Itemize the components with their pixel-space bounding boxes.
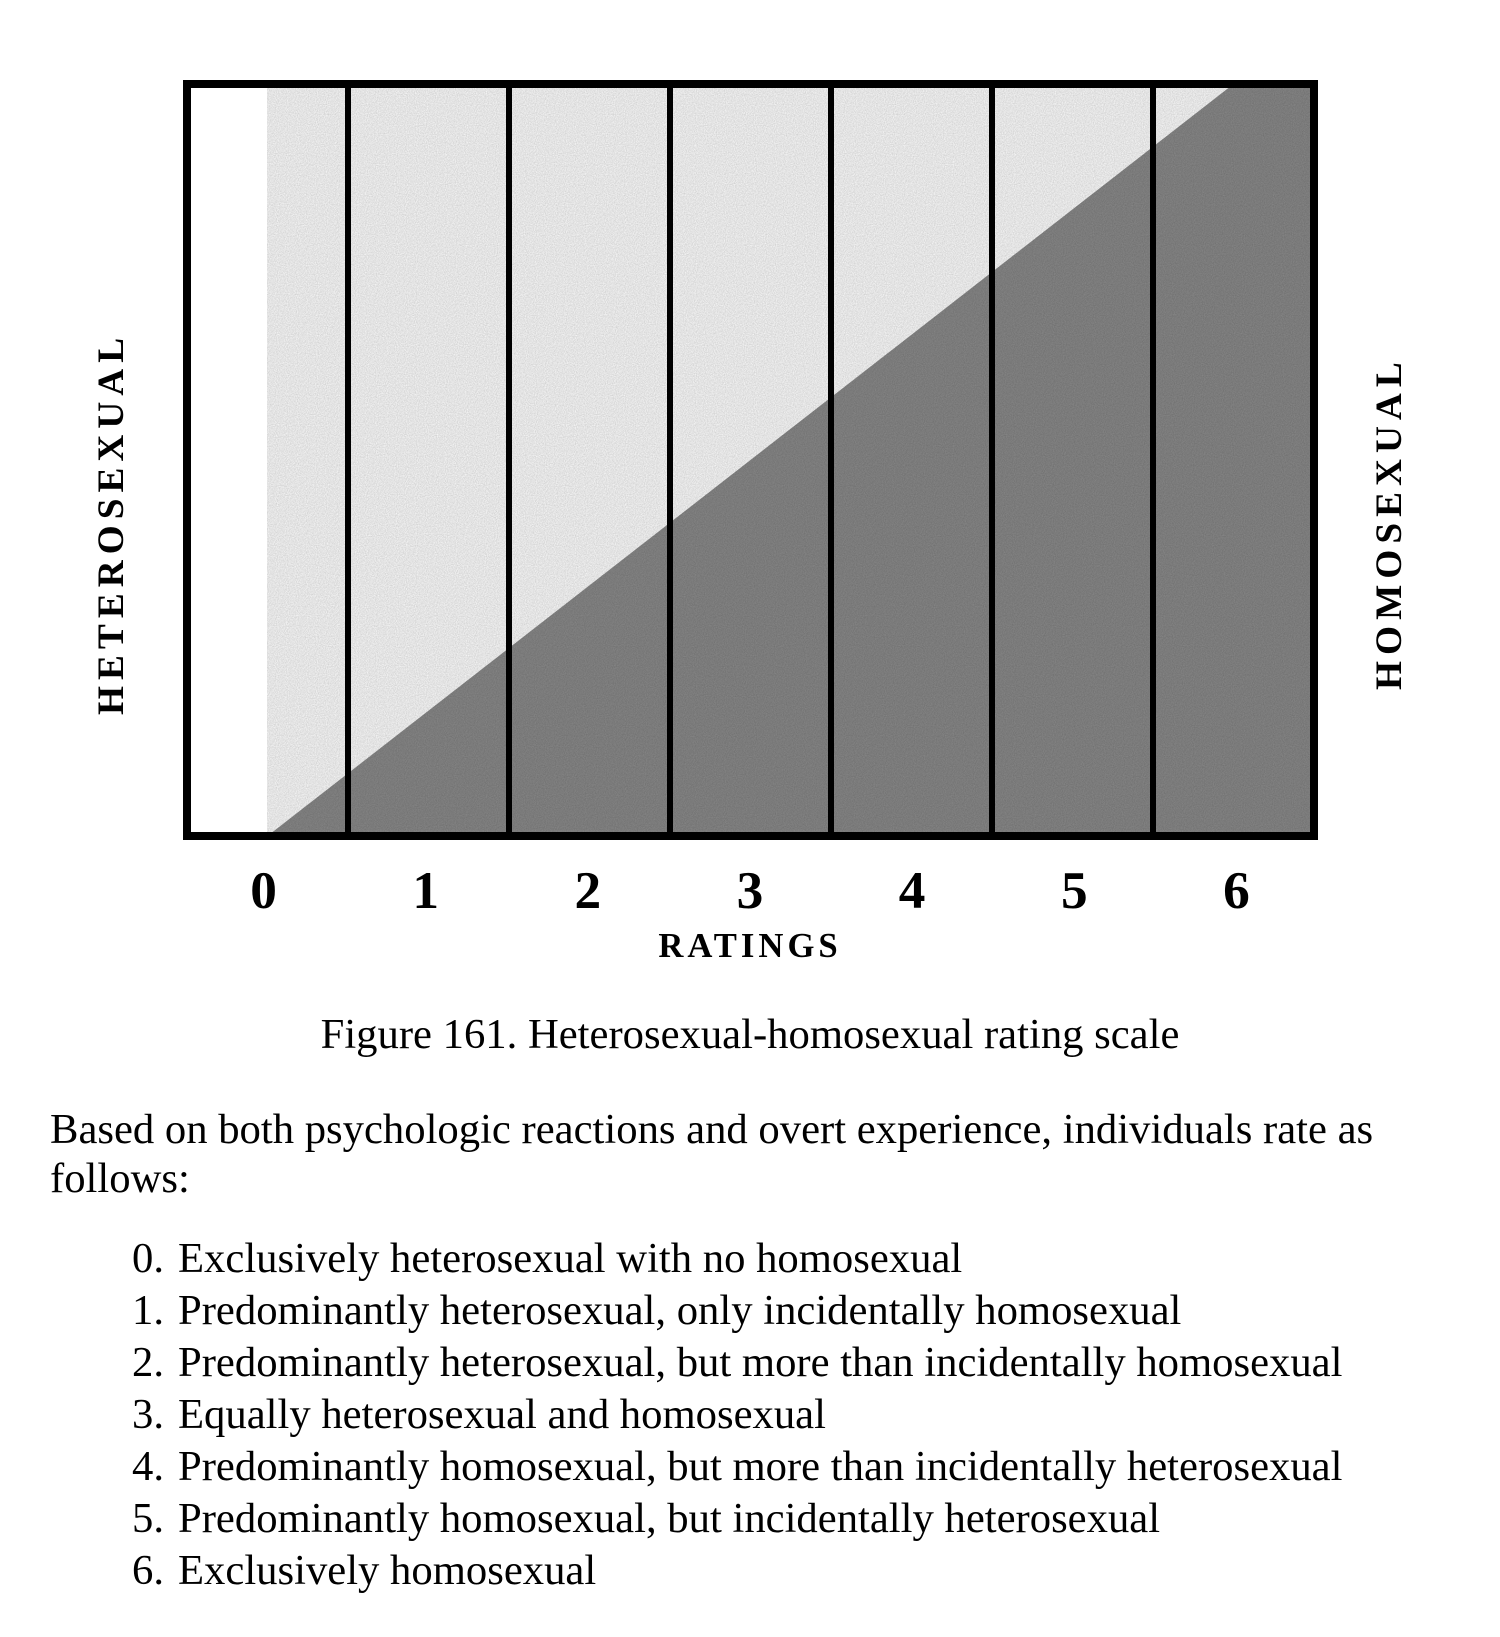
chart-area: HETEROSEXUAL 0123456 RATINGS HOMOSEXUAL — [50, 80, 1450, 966]
legend-item-text: Predominantly homosexual, but incidental… — [178, 1493, 1450, 1545]
x-tick: 2 — [507, 859, 669, 921]
legend-item-number: 5. — [120, 1493, 164, 1545]
x-tick: 6 — [1155, 859, 1317, 921]
legend-item: 0. Exclusively heterosexual with no homos… — [120, 1233, 1450, 1285]
x-tick: 5 — [993, 859, 1155, 921]
intro-text: Based on both psychologic reactions and … — [50, 1105, 1450, 1203]
legend-item-text: Exclusively homosexual — [178, 1545, 1450, 1597]
legend-item-text: Equally heterosexual and homosexual — [178, 1389, 1450, 1441]
legend-item-number: 3. — [120, 1389, 164, 1441]
legend-item-text: Exclusively heterosexual with no homosex… — [178, 1233, 1450, 1285]
legend-item-number: 6. — [120, 1545, 164, 1597]
legend-item-text: Predominantly heterosexual, but more tha… — [178, 1337, 1450, 1389]
plot-wrap: 0123456 RATINGS — [183, 80, 1318, 966]
legend-item: 5. Predominantly homosexual, but incident… — [120, 1493, 1450, 1545]
legend-item-text: Predominantly homosexual, but more than … — [178, 1441, 1450, 1493]
x-tick: 0 — [183, 859, 345, 921]
x-ticks-row: 0123456 — [183, 859, 1318, 921]
legend-item: 2. Predominantly heterosexual, but more t… — [120, 1337, 1450, 1389]
y-axis-label-right: HOMOSEXUAL — [1368, 143, 1411, 903]
legend-item-number: 1. — [120, 1285, 164, 1337]
legend-item-number: 2. — [120, 1337, 164, 1389]
scale-plot — [183, 80, 1318, 840]
legend-item-text: Predominantly heterosexual, only inciden… — [178, 1285, 1450, 1337]
legend-item: 3. Equally heterosexual and homosexual — [120, 1389, 1450, 1441]
figure-caption: Figure 161. Heterosexual-homosexual rati… — [50, 1010, 1450, 1059]
legend-item: 1. Predominantly heterosexual, only incid… — [120, 1285, 1450, 1337]
legend-item: 6. Exclusively homosexual — [120, 1545, 1450, 1597]
x-tick: 4 — [831, 859, 993, 921]
legend-item-number: 4. — [120, 1441, 164, 1493]
page: HETEROSEXUAL 0123456 RATINGS HOMOSEXUAL … — [0, 0, 1500, 1637]
legend-item: 4. Predominantly homosexual, but more tha… — [120, 1441, 1450, 1493]
y-axis-label-left: HETEROSEXUAL — [90, 143, 133, 903]
legend-list: 0. Exclusively heterosexual with no homos… — [120, 1233, 1450, 1597]
x-tick: 1 — [345, 859, 507, 921]
legend-item-number: 0. — [120, 1233, 164, 1285]
x-axis-label: RATINGS — [183, 927, 1318, 966]
x-tick: 3 — [669, 859, 831, 921]
